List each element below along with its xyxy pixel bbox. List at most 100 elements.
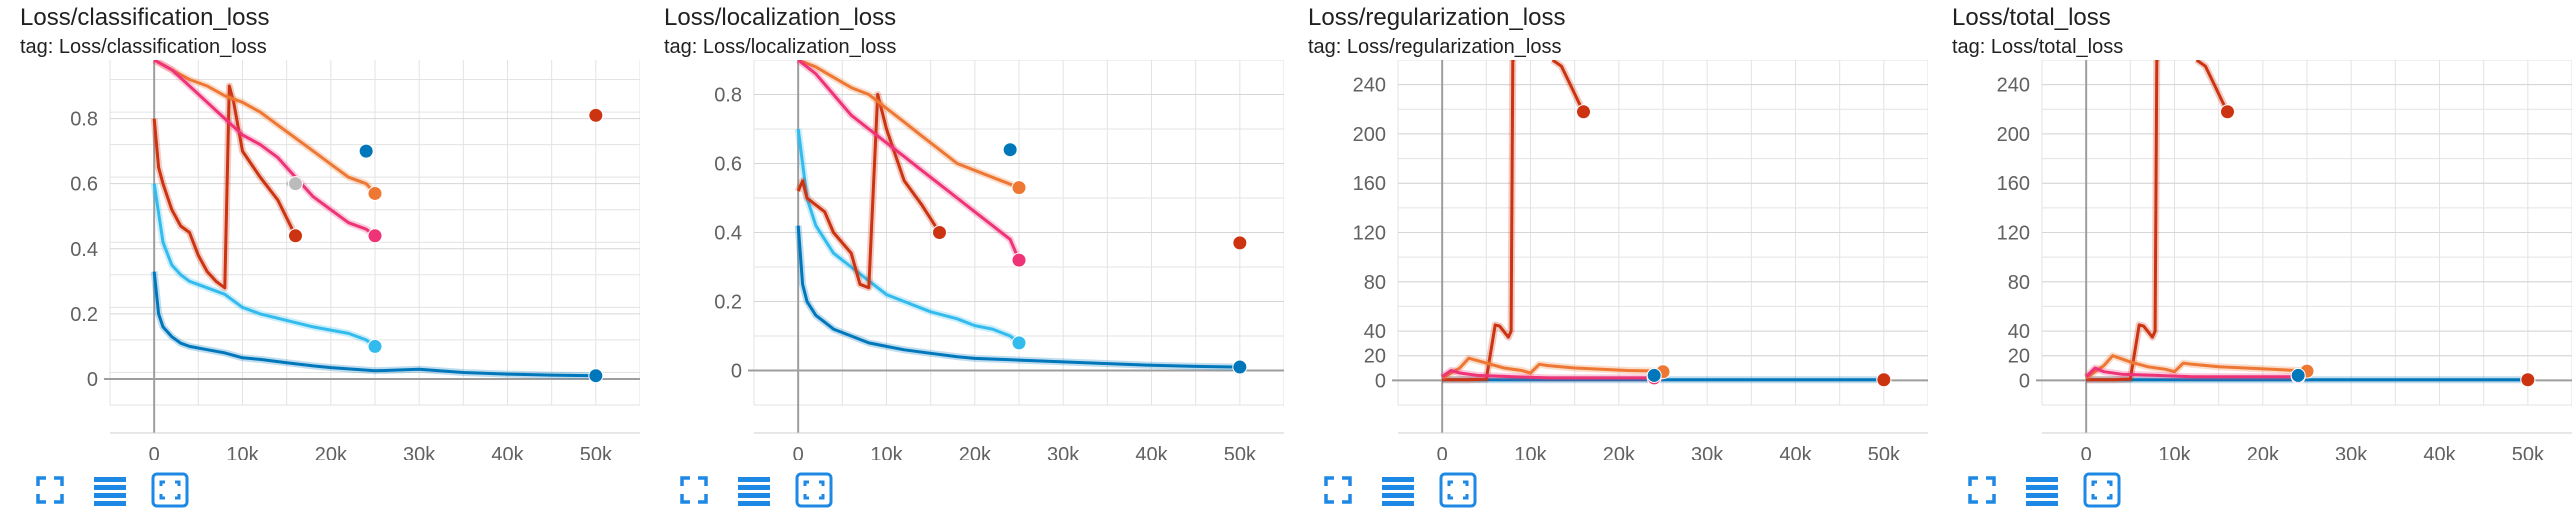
series-end-point[interactable] [588,368,604,384]
series-line[interactable] [152,271,596,378]
y-tick-label: 0.4 [70,239,98,261]
series-line[interactable] [1441,369,1663,380]
series-end-point[interactable] [1011,180,1027,196]
series-end-point[interactable] [2290,367,2306,383]
series-end-point[interactable] [367,185,383,201]
chart-card-localization-loss: Loss/localization_loss tag: Loss/localiz… [644,0,1284,523]
x-tick-label: 40k [1779,444,1812,460]
series-line[interactable] [2086,60,2159,382]
x-tick-label: 40k [491,444,524,460]
y-tick-label: 160 [1997,173,2030,195]
chart-subtitle: tag: Loss/total_loss [1952,36,2124,58]
x-tick-label: 10k [226,444,259,460]
y-tick-label: 0.8 [714,85,742,107]
chart-plot[interactable]: 0 10k 20k 30k 40k 50k 0 0.2 0.4 0.6 0.8 [644,60,1284,460]
chart-title: Loss/total_loss [1952,4,2111,31]
series-end-point[interactable] [1011,252,1027,268]
x-tick-label: 10k [2158,444,2191,460]
series-line[interactable] [796,93,941,290]
y-tick-label: 0 [2019,370,2030,392]
series-end-point[interactable] [1876,372,1892,388]
series-end-point[interactable] [932,225,947,240]
x-tick-label: 20k [1603,444,1636,460]
x-tick-label: 50k [1868,444,1901,460]
toggle-log-list-icon[interactable] [2022,470,2062,510]
series-line[interactable] [796,225,1240,369]
y-tick-label: 80 [1364,272,1386,294]
toggle-log-list-icon[interactable] [734,470,774,510]
series-line[interactable] [1442,60,1515,382]
y-tick-label: 0 [1375,370,1386,392]
y-tick-label: 160 [1353,173,1386,195]
series-end-point[interactable] [367,228,383,244]
chart-subtitle: tag: Loss/localization_loss [664,36,897,58]
chart-plot[interactable]: 0 10k 20k 30k 40k 50k 0 0.2 0.4 0.6 0.8 [0,60,640,460]
y-tick-label: 0.2 [714,292,742,314]
y-tick-label: 0.6 [714,154,742,176]
y-tick-label: 0.4 [714,223,742,245]
fit-domain-icon[interactable] [150,470,190,510]
series-end-point[interactable] [1576,104,1591,120]
series-layer [1440,60,1884,384]
series-line[interactable] [152,84,297,290]
x-tick-label: 30k [1691,444,1724,460]
series-line[interactable] [797,60,1020,190]
series-line[interactable] [152,183,376,348]
y-tick-label: 0.2 [70,304,98,326]
series-end-point[interactable] [1232,359,1248,375]
series-layer [2083,60,2528,384]
series-line[interactable] [2085,366,2307,379]
x-tick-label: 10k [1514,444,1547,460]
y-tick-label: 120 [1353,223,1386,245]
y-tick-label: 200 [1997,124,2030,146]
series-end-point[interactable] [367,338,383,354]
series-end-point[interactable] [1011,335,1027,351]
series-end-point[interactable] [588,107,604,123]
grid [1397,60,1928,406]
series-end-point[interactable] [2520,372,2536,388]
series-end-point[interactable] [358,143,374,159]
series-end-point[interactable] [1232,235,1248,251]
series-line[interactable] [2085,354,2308,380]
grid [2041,60,2572,406]
chart-card-total-loss: Loss/total_loss tag: Loss/total_loss 0 10… [1932,0,2572,523]
x-tick-label: 0 [1437,444,1448,460]
toggle-log-list-icon[interactable] [1378,470,1418,510]
series-end-point[interactable] [1646,367,1662,383]
series-line[interactable] [1441,356,1664,380]
fit-domain-icon[interactable] [1438,470,1478,510]
x-tick-label: 40k [1135,444,1168,460]
y-tick-label: 80 [2008,272,2030,294]
fit-domain-icon[interactable] [2082,470,2122,510]
chart-title: Loss/classification_loss [20,4,270,31]
series-line[interactable] [153,60,376,237]
fullscreen-icon[interactable] [1962,470,2002,510]
series-end-point[interactable] [288,228,303,244]
series-layer [794,60,1240,371]
series-layer [150,60,596,380]
series-line[interactable] [796,128,1020,345]
toggle-log-list-icon[interactable] [90,470,130,510]
y-tick-label: 240 [1353,75,1386,97]
fit-domain-icon[interactable] [794,470,834,510]
y-tick-label: 40 [2008,321,2030,343]
fullscreen-icon[interactable] [30,470,70,510]
x-tick-label: 50k [2512,444,2545,460]
y-tick-label: 240 [1997,75,2030,97]
series-line[interactable] [797,60,1021,261]
fullscreen-icon[interactable] [674,470,714,510]
x-tick-label: 20k [2247,444,2280,460]
x-tick-label: 40k [2423,444,2456,460]
x-tick-label: 20k [959,444,992,460]
series-line[interactable] [153,60,377,195]
series-end-point[interactable] [288,176,303,192]
series-line-smoothing-shadow [150,183,378,350]
x-tick-label: 50k [580,444,613,460]
series-end-point[interactable] [2220,104,2235,120]
series-end-point[interactable] [1002,142,1018,158]
x-tick-label: 20k [315,444,348,460]
fullscreen-icon[interactable] [1318,470,1358,510]
